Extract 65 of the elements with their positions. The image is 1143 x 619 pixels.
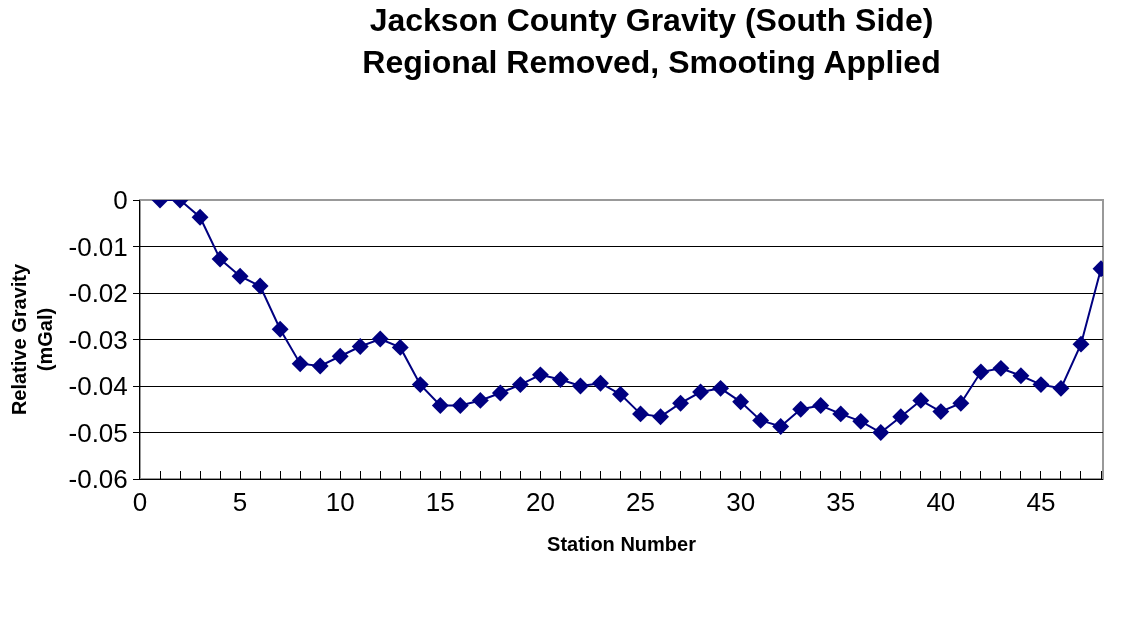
- x-tick-label: 35: [826, 487, 856, 518]
- y-tick-label: 0: [113, 185, 128, 216]
- point: [1072, 335, 1090, 353]
- point: [411, 376, 429, 394]
- point: [551, 371, 569, 388]
- point: [271, 320, 289, 338]
- point: [331, 347, 349, 365]
- y-tick-label: -0.01: [68, 231, 128, 262]
- point: [712, 379, 730, 397]
- point: [391, 338, 409, 356]
- x-tick-label: 25: [626, 487, 655, 518]
- point: [191, 208, 209, 226]
- point: [231, 267, 249, 285]
- point: [1012, 367, 1030, 385]
- chart-title: Jackson County Gravity (South Side) Regional Removed, Smooting Applied: [362, 1, 941, 80]
- point: [431, 397, 449, 414]
- point: [511, 376, 529, 394]
- point: [932, 403, 950, 421]
- point: [491, 384, 509, 402]
- point: [852, 412, 870, 430]
- point: [311, 357, 329, 375]
- point: [792, 400, 810, 418]
- point: [1052, 379, 1070, 397]
- point: [872, 424, 890, 441]
- x-tick-label: 20: [525, 487, 555, 518]
- x-tick-label: 45: [1026, 487, 1056, 518]
- y-tick-label: -0.06: [68, 464, 128, 495]
- point: [972, 363, 990, 381]
- y-tick-label: -0.05: [68, 417, 128, 448]
- point: [531, 366, 549, 384]
- x-tick-label: 15: [425, 487, 455, 518]
- point: [1032, 376, 1050, 394]
- point: [752, 411, 770, 429]
- y-tick-label: -0.04: [68, 371, 128, 402]
- y-tick-label: -0.03: [68, 324, 128, 355]
- point: [692, 383, 710, 401]
- point: [632, 405, 649, 423]
- y-tick-label: -0.02: [68, 278, 128, 309]
- point: [211, 250, 229, 268]
- point: [732, 393, 750, 411]
- point: [892, 408, 910, 426]
- point: [371, 330, 389, 348]
- y-axis-title: Relative Gravity (mGal): [8, 263, 57, 416]
- point: [772, 418, 790, 435]
- point: [251, 277, 269, 295]
- point: [592, 374, 609, 392]
- point: [471, 391, 489, 409]
- point: [612, 385, 629, 403]
- point: [351, 338, 369, 355]
- point: [952, 394, 970, 412]
- point: [291, 355, 309, 373]
- x-axis-title: Station Number: [547, 532, 697, 555]
- point: [992, 359, 1010, 377]
- x-tick-label: 5: [232, 487, 248, 518]
- point: [672, 394, 690, 412]
- point: [812, 397, 830, 414]
- point: [912, 391, 930, 409]
- point: [652, 408, 669, 426]
- x-tick-label: 30: [726, 487, 756, 518]
- x-tick-label: 0: [132, 487, 148, 518]
- x-tick-label: 40: [926, 487, 956, 518]
- x-tick-label: 10: [325, 487, 355, 518]
- point: [572, 377, 589, 395]
- point: [451, 397, 469, 414]
- point: [832, 405, 850, 423]
